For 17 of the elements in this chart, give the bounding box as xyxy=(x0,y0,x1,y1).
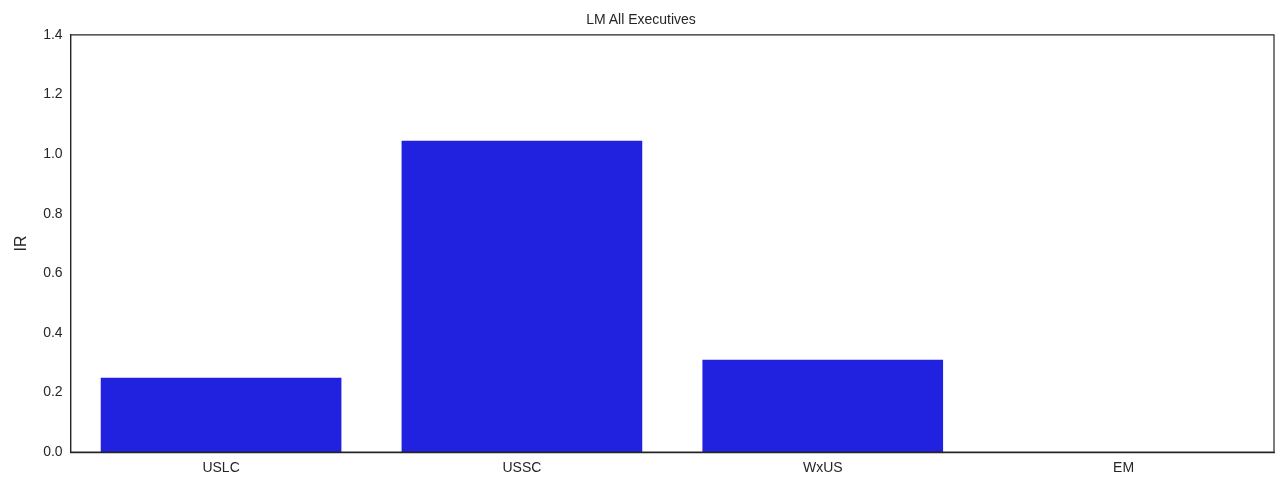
y-tick-label: 0.2 xyxy=(43,383,63,400)
x-tick-label: USSC xyxy=(502,459,542,476)
bar xyxy=(100,377,342,453)
bar xyxy=(401,140,643,453)
y-tick-label: 0.0 xyxy=(43,443,63,460)
x-tick-label: WxUS xyxy=(802,459,843,476)
y-tick-label: 1.0 xyxy=(43,144,63,161)
bar xyxy=(702,359,944,453)
chart-title: LM All Executives xyxy=(586,11,696,28)
y-tick-label: 1.4 xyxy=(43,25,63,42)
y-tick-label: 0.8 xyxy=(43,204,63,221)
y-tick-label: 0.6 xyxy=(43,264,63,281)
y-tick-label: 0.4 xyxy=(43,323,63,340)
x-tick-label: USLC xyxy=(202,459,240,476)
x-tick-label: EM xyxy=(1113,459,1135,476)
y-axis-title: IR xyxy=(12,235,30,252)
y-tick-label: 1.2 xyxy=(43,85,63,102)
